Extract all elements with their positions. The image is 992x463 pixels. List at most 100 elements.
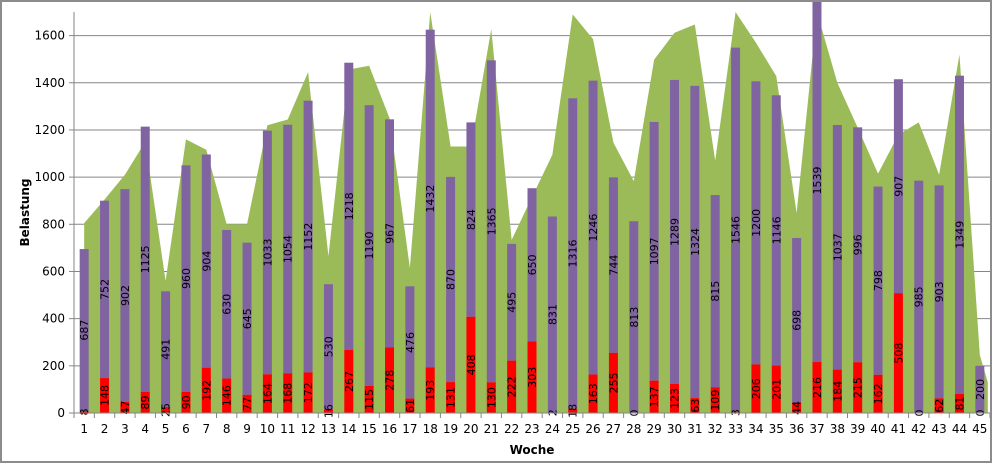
x-tick-label: 18 bbox=[423, 422, 438, 436]
x-tick-label: 30 bbox=[667, 422, 682, 436]
data-label-purple: 813 bbox=[628, 307, 641, 328]
data-label-purple: 1054 bbox=[282, 235, 295, 263]
x-tick-label: 35 bbox=[769, 422, 784, 436]
x-tick-label: 12 bbox=[300, 422, 315, 436]
data-label-purple: 960 bbox=[180, 268, 193, 289]
bar-purple bbox=[527, 188, 537, 342]
x-tick-label: 33 bbox=[728, 422, 743, 436]
bar-purple bbox=[161, 291, 171, 408]
x-tick-label: 42 bbox=[911, 422, 926, 436]
bar-red bbox=[771, 365, 781, 413]
bar-purple bbox=[588, 80, 598, 375]
bar-purple bbox=[385, 119, 395, 348]
bar-red bbox=[323, 409, 333, 413]
bar-red bbox=[669, 383, 679, 413]
data-label-red: 172 bbox=[302, 382, 315, 403]
x-tick-label: 32 bbox=[708, 422, 723, 436]
data-label-red: 278 bbox=[384, 370, 397, 391]
data-label-red: 16 bbox=[322, 404, 335, 418]
data-label-red: 508 bbox=[892, 343, 905, 364]
bar-purple bbox=[323, 284, 333, 410]
data-label-red: 146 bbox=[221, 385, 234, 406]
data-label-purple: 798 bbox=[872, 270, 885, 291]
bar-red bbox=[303, 372, 313, 413]
data-label-purple: 903 bbox=[933, 281, 946, 302]
bar-purple bbox=[608, 177, 618, 353]
bar-red bbox=[425, 367, 435, 413]
bar-purple bbox=[812, 2, 822, 363]
x-tick-label: 45 bbox=[972, 422, 987, 436]
data-label-red: 131 bbox=[445, 387, 458, 408]
data-label-red: 184 bbox=[831, 381, 844, 402]
bar-purple bbox=[568, 98, 578, 409]
data-label-purple: 530 bbox=[322, 336, 335, 357]
x-tick-label: 20 bbox=[463, 422, 478, 436]
bar-red bbox=[201, 367, 211, 413]
data-label-red: 123 bbox=[668, 388, 681, 409]
bar-purple bbox=[262, 130, 272, 375]
x-tick-label: 31 bbox=[687, 422, 702, 436]
y-tick-label: 1400 bbox=[34, 76, 65, 90]
data-label-purple: 902 bbox=[119, 285, 132, 306]
x-tick-label: 28 bbox=[626, 422, 641, 436]
bar-purple bbox=[954, 75, 964, 394]
y-tick-label: 800 bbox=[42, 217, 65, 231]
data-label-red: 215 bbox=[852, 377, 865, 398]
data-label-purple: 1546 bbox=[730, 216, 743, 244]
bar-red bbox=[161, 407, 171, 413]
data-label-purple: 907 bbox=[892, 176, 905, 197]
bar-purple bbox=[303, 100, 313, 373]
data-label-purple: 870 bbox=[445, 269, 458, 290]
bar-red bbox=[344, 350, 354, 413]
data-label-purple: 687 bbox=[78, 320, 91, 341]
x-tick-label: 44 bbox=[952, 422, 967, 436]
data-label-red: 267 bbox=[343, 371, 356, 392]
bar-red bbox=[140, 392, 150, 413]
x-tick-label: 6 bbox=[182, 422, 190, 436]
x-tick-label: 9 bbox=[243, 422, 251, 436]
x-tick-label: 29 bbox=[646, 422, 661, 436]
x-tick-label: 23 bbox=[524, 422, 539, 436]
x-tick-label: 15 bbox=[362, 422, 377, 436]
bar-red bbox=[954, 393, 964, 413]
data-label-red: 192 bbox=[200, 380, 213, 401]
data-label-red: 109 bbox=[709, 390, 722, 411]
x-tick-label: 38 bbox=[830, 422, 845, 436]
bar-purple bbox=[914, 180, 924, 413]
x-tick-label: 17 bbox=[402, 422, 417, 436]
data-label-red: 115 bbox=[363, 389, 376, 410]
data-label-purple: 476 bbox=[404, 332, 417, 353]
bar-purple bbox=[649, 121, 659, 381]
data-label-purple: 1539 bbox=[811, 167, 824, 195]
bar-red bbox=[690, 398, 700, 413]
data-label-purple: 1432 bbox=[424, 185, 437, 213]
data-label-red: 216 bbox=[811, 377, 824, 398]
bar-purple bbox=[405, 286, 415, 399]
x-tick-label: 41 bbox=[891, 422, 906, 436]
data-label-red: 89 bbox=[139, 396, 152, 410]
bar-purple bbox=[934, 185, 944, 399]
data-label-purple: 1125 bbox=[139, 245, 152, 273]
data-label-red: 303 bbox=[526, 367, 539, 388]
data-label-purple: 1218 bbox=[343, 192, 356, 220]
bar-red bbox=[934, 398, 944, 413]
bar-purple bbox=[446, 176, 456, 383]
bar-red bbox=[181, 391, 191, 413]
data-label-purple: 1324 bbox=[689, 228, 702, 256]
data-label-purple: 1246 bbox=[587, 214, 600, 242]
bar-red bbox=[751, 364, 761, 413]
bar-purple bbox=[853, 127, 863, 363]
y-tick-label: 1600 bbox=[34, 29, 65, 43]
x-tick-label: 14 bbox=[341, 422, 356, 436]
data-label-purple: 491 bbox=[160, 339, 173, 360]
bar-purple bbox=[364, 105, 374, 386]
bar-purple bbox=[792, 237, 802, 403]
data-label-red: 47 bbox=[119, 400, 132, 414]
data-label-red: 163 bbox=[587, 383, 600, 404]
data-label-red: 255 bbox=[607, 372, 620, 393]
bar-red bbox=[608, 352, 618, 413]
bar-red bbox=[710, 387, 720, 413]
bar-purple bbox=[140, 126, 150, 393]
data-label-purple: 824 bbox=[465, 209, 478, 230]
data-label-red: 44 bbox=[791, 401, 804, 415]
